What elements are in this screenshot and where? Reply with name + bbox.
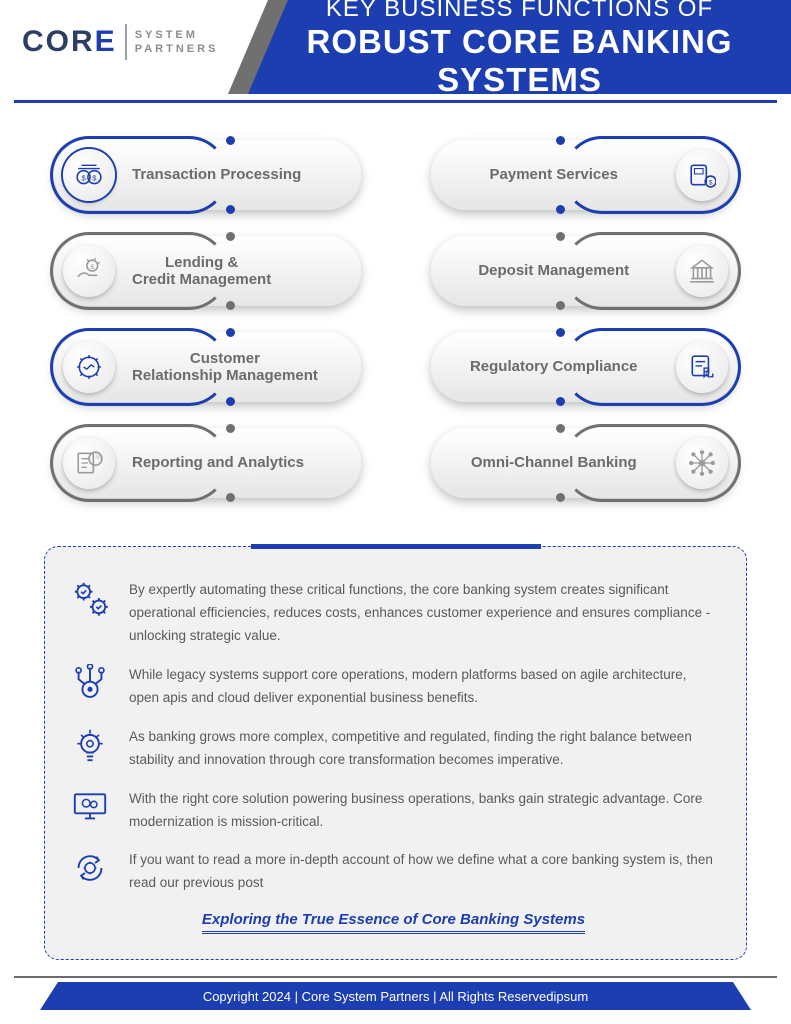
bank-icon	[676, 245, 728, 297]
function-pill: Customer Relationship Management	[54, 332, 361, 402]
function-label: Deposit Management	[478, 262, 629, 279]
function-pill: Deposit Management	[431, 236, 738, 306]
function-pill: Regulatory Compliance	[431, 332, 738, 402]
pay-icon	[676, 149, 728, 201]
cta-link[interactable]: Exploring the True Essence of Core Banki…	[202, 911, 585, 934]
title-line2: ROBUST CORE BANKING SYSTEMS	[248, 23, 791, 99]
logo-subtitle: SYSTEM PARTNERS	[135, 28, 219, 57]
logo-line1: SYSTEM	[135, 28, 219, 42]
bulb-icon	[69, 726, 111, 764]
function-label: Payment Services	[490, 166, 618, 183]
footer: Copyright 2024 | Core System Partners | …	[40, 982, 751, 1010]
cta: Exploring the True Essence of Core Banki…	[69, 911, 718, 929]
summary-row: With the right core solution powering bu…	[69, 788, 718, 834]
summary-text: If you want to read a more in-depth acco…	[129, 849, 718, 895]
logo-main: COR	[22, 25, 95, 58]
summary-row: While legacy systems support core operat…	[69, 664, 718, 710]
header: CORE SYSTEM PARTNERS KEY BUSINESS FUNCTI…	[0, 0, 791, 94]
hub-icon	[676, 437, 728, 489]
logo-accent: E	[95, 25, 117, 58]
summary-text: By expertly automating these critical fu…	[129, 579, 718, 648]
summary-accent-bar	[251, 544, 541, 549]
header-rule	[14, 100, 777, 103]
cycle-icon	[69, 849, 111, 887]
summary-row: By expertly automating these critical fu…	[69, 579, 718, 648]
logo-separator	[125, 24, 127, 60]
circuit-icon	[69, 664, 111, 702]
screen-icon	[69, 788, 111, 826]
summary-text: While legacy systems support core operat…	[129, 664, 718, 710]
logo-wordmark: CORE	[22, 25, 117, 59]
logo: CORE SYSTEM PARTNERS	[22, 24, 218, 60]
check-icon	[676, 341, 728, 393]
function-pill: Omni-Channel Banking	[431, 428, 738, 498]
function-label: Transaction Processing	[132, 166, 301, 183]
gears-icon	[69, 579, 111, 617]
summary-row: As banking grows more complex, competiti…	[69, 726, 718, 772]
footer-text: Copyright 2024 | Core System Partners | …	[203, 989, 588, 1004]
title-line1: KEY BUSINESS FUNCTIONS OF	[326, 0, 713, 23]
functions-grid: Transaction Processing Payment Services Le…	[0, 140, 791, 498]
report-icon	[63, 437, 115, 489]
hand-icon	[63, 245, 115, 297]
function-label: Omni-Channel Banking	[471, 454, 637, 471]
coins-icon	[63, 149, 115, 201]
footer-rule	[14, 976, 777, 978]
function-label: Lending & Credit Management	[132, 254, 271, 289]
gearshake-icon	[63, 341, 115, 393]
summary-text: As banking grows more complex, competiti…	[129, 726, 718, 772]
function-pill: Transaction Processing	[54, 140, 361, 210]
logo-line2: PARTNERS	[135, 42, 219, 56]
function-label: Reporting and Analytics	[132, 454, 304, 471]
summary-text: With the right core solution powering bu…	[129, 788, 718, 834]
summary-row: If you want to read a more in-depth acco…	[69, 849, 718, 895]
function-label: Customer Relationship Management	[132, 350, 318, 385]
function-pill: Payment Services	[431, 140, 738, 210]
function-pill: Reporting and Analytics	[54, 428, 361, 498]
function-label: Regulatory Compliance	[470, 358, 638, 375]
function-pill: Lending & Credit Management	[54, 236, 361, 306]
title-banner: KEY BUSINESS FUNCTIONS OF ROBUST CORE BA…	[248, 0, 791, 94]
summary-box: By expertly automating these critical fu…	[44, 546, 747, 960]
